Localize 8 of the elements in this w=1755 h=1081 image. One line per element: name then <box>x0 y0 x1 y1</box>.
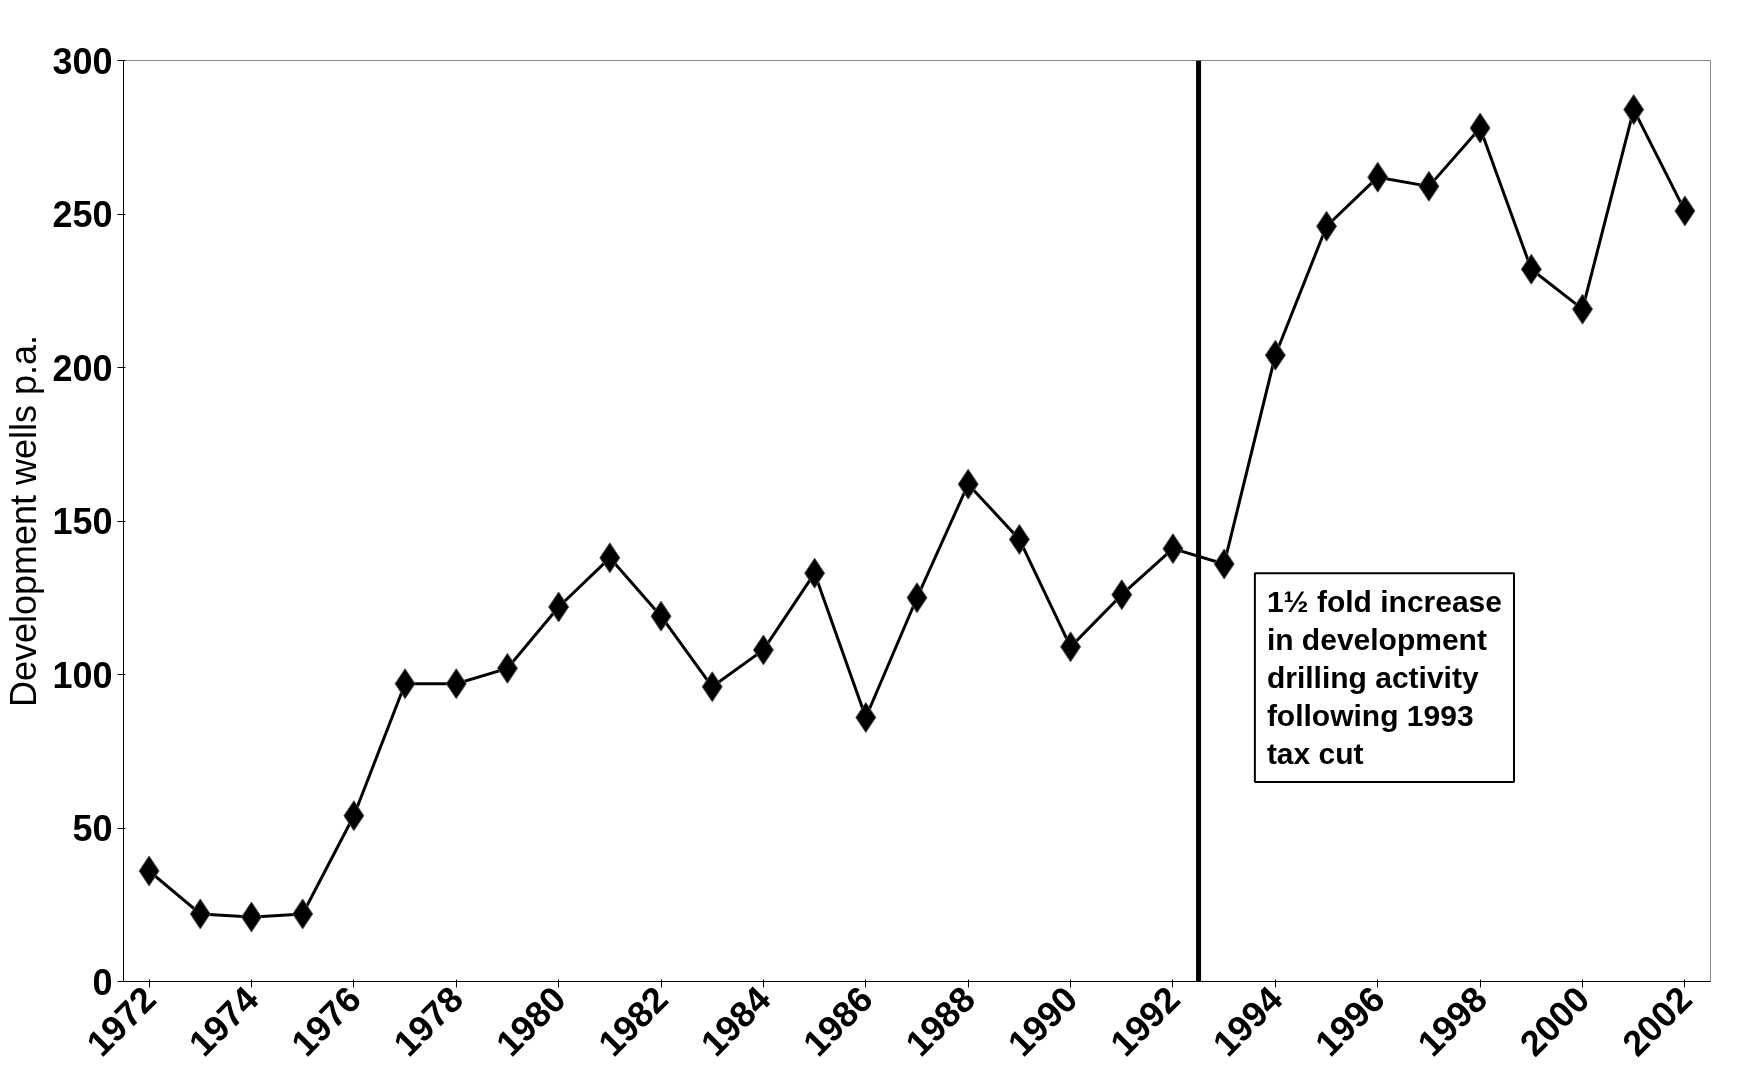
y-tick-label: 250 <box>52 194 113 235</box>
annotation: 1½ fold increase in development drilling activity following 1993 tax cut <box>1266 585 1502 770</box>
y-tick-label: 50 <box>72 808 113 849</box>
y-tick-label: 100 <box>52 654 113 696</box>
y-tick-label: 150 <box>52 501 113 542</box>
y-tick-label: 300 <box>52 40 113 82</box>
y-tick-label: 200 <box>52 347 113 389</box>
y-axis-title: Development wells p.a. <box>3 334 45 708</box>
